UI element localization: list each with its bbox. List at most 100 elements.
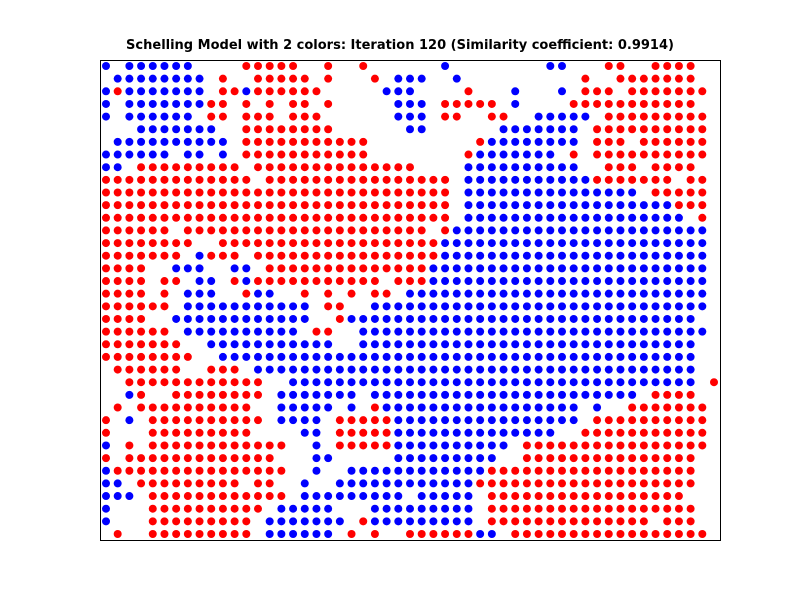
red-agent-point: [663, 403, 672, 412]
red-agent-point: [172, 466, 181, 475]
blue-agent-point: [663, 352, 672, 361]
red-agent-point: [628, 428, 637, 437]
red-agent-point: [628, 466, 637, 475]
blue-agent-point: [265, 352, 274, 361]
red-agent-point: [125, 175, 134, 184]
blue-agent-point: [558, 201, 566, 210]
blue-agent-point: [406, 327, 414, 336]
red-agent-point: [183, 378, 192, 387]
red-agent-point: [663, 517, 672, 526]
red-agent-point: [265, 175, 274, 184]
red-agent-point: [441, 226, 450, 235]
blue-agent-point: [429, 416, 438, 425]
blue-agent-point: [452, 428, 461, 437]
red-agent-point: [370, 213, 379, 222]
red-agent-point: [148, 327, 157, 336]
red-agent-point: [604, 99, 613, 108]
red-agent-point: [183, 213, 192, 222]
red-agent-point: [242, 441, 251, 450]
red-agent-point: [254, 390, 262, 399]
red-agent-point: [207, 188, 216, 197]
blue-agent-point: [674, 213, 683, 222]
red-agent-point: [406, 175, 414, 184]
red-agent-point: [242, 530, 251, 538]
blue-agent-point: [616, 390, 625, 399]
red-agent-point: [382, 226, 391, 235]
blue-agent-point: [113, 74, 122, 83]
blue-agent-point: [183, 74, 192, 83]
red-agent-point: [195, 517, 204, 526]
red-agent-point: [686, 150, 695, 159]
blue-agent-point: [242, 340, 251, 349]
red-agent-point: [698, 213, 707, 222]
blue-agent-point: [651, 302, 660, 311]
red-agent-point: [230, 416, 239, 425]
red-agent-point: [382, 264, 391, 273]
red-agent-point: [406, 264, 414, 273]
red-agent-point: [686, 188, 695, 197]
red-agent-point: [628, 150, 637, 159]
blue-agent-point: [593, 340, 602, 349]
blue-agent-point: [429, 340, 438, 349]
blue-agent-point: [628, 264, 637, 273]
blue-agent-point: [522, 340, 531, 349]
red-agent-point: [604, 492, 613, 501]
blue-agent-point: [651, 226, 660, 235]
blue-agent-point: [534, 213, 543, 222]
red-agent-point: [651, 99, 660, 108]
red-agent-point: [674, 403, 683, 412]
red-agent-point: [663, 188, 672, 197]
blue-agent-point: [429, 517, 438, 526]
blue-agent-point: [289, 314, 298, 323]
blue-agent-point: [417, 466, 426, 475]
red-agent-point: [289, 125, 298, 134]
red-agent-point: [499, 504, 508, 513]
blue-agent-point: [628, 239, 637, 248]
red-agent-point: [335, 163, 344, 172]
blue-agent-point: [183, 150, 192, 159]
red-agent-point: [698, 530, 707, 538]
red-agent-point: [195, 188, 204, 197]
red-agent-point: [522, 479, 531, 488]
blue-agent-point: [511, 125, 520, 134]
blue-agent-point: [417, 504, 426, 513]
red-agent-point: [207, 428, 216, 437]
blue-agent-point: [499, 314, 508, 323]
red-agent-point: [195, 163, 204, 172]
red-agent-point: [242, 416, 251, 425]
red-agent-point: [148, 251, 157, 260]
red-agent-point: [651, 441, 660, 450]
red-agent-point: [195, 441, 204, 450]
red-agent-point: [710, 378, 718, 387]
blue-agent-point: [183, 314, 192, 323]
red-agent-point: [113, 352, 122, 361]
red-agent-point: [265, 479, 274, 488]
blue-agent-point: [335, 479, 344, 488]
blue-agent-point: [581, 188, 590, 197]
red-agent-point: [160, 289, 169, 298]
red-agent-point: [628, 175, 637, 184]
blue-agent-point: [464, 163, 473, 172]
red-agent-point: [102, 454, 110, 463]
red-agent-point: [593, 150, 602, 159]
blue-agent-point: [441, 454, 450, 463]
red-agent-point: [511, 530, 520, 538]
red-agent-point: [125, 314, 134, 323]
blue-agent-point: [546, 163, 555, 172]
blue-agent-point: [546, 125, 555, 134]
red-agent-point: [230, 403, 239, 412]
red-agent-point: [651, 504, 660, 513]
blue-agent-point: [417, 125, 426, 134]
blue-agent-point: [394, 327, 403, 336]
blue-agent-point: [125, 112, 134, 121]
blue-agent-point: [522, 137, 531, 146]
blue-agent-point: [487, 175, 496, 184]
blue-agent-point: [663, 314, 672, 323]
blue-agent-point: [686, 340, 695, 349]
blue-agent-point: [616, 352, 625, 361]
blue-agent-point: [686, 365, 695, 374]
blue-agent-point: [277, 390, 286, 399]
red-agent-point: [218, 466, 227, 475]
blue-agent-point: [558, 327, 566, 336]
blue-agent-point: [441, 277, 450, 286]
